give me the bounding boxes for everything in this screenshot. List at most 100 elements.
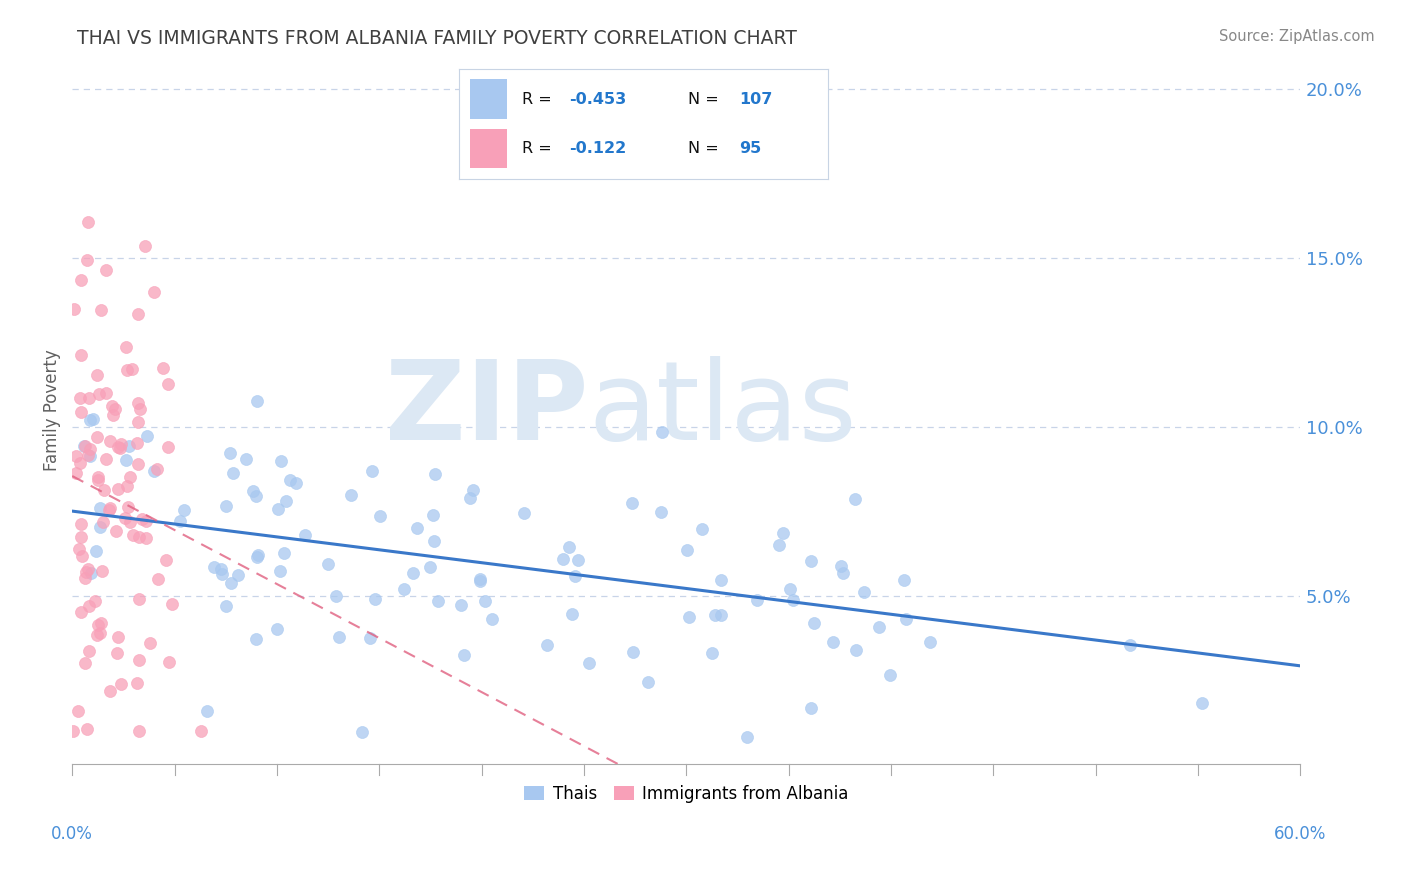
Point (226, 568, 249, 582)
Point (104, 401, 127, 416)
Point (107, 630, 129, 644)
Point (468, 574, 491, 588)
Point (370, 509, 392, 524)
Point (75, 656, 97, 670)
Point (70, 273, 93, 287)
Point (87, 469, 110, 483)
Point (406, 521, 429, 535)
Point (557, 540, 579, 554)
Point (63, 301, 86, 316)
Point (91, 565, 114, 579)
Point (69, 516, 91, 531)
Point (800, 554, 823, 568)
Text: 60.0%: 60.0% (1274, 825, 1326, 843)
Point (73, 439, 96, 453)
Point (779, 582, 801, 596)
Point (768, 538, 790, 552)
Point (121, 528, 143, 542)
Point (246, 393, 269, 408)
Point (125, 435, 148, 450)
Point (1191, 696, 1213, 710)
Point (823, 635, 845, 649)
Point (155, 553, 177, 567)
Point (86, 430, 108, 444)
Point (98, 434, 121, 449)
Point (845, 642, 868, 657)
Point (73, 438, 96, 452)
Point (69, 391, 91, 405)
Point (76, 561, 98, 575)
Point (79, 413, 101, 427)
Point (70, 549, 93, 563)
Point (107, 440, 129, 454)
Point (76, 253, 98, 268)
Point (352, 725, 374, 739)
Point (86, 628, 108, 642)
Point (468, 572, 491, 586)
Point (115, 453, 138, 467)
Point (128, 530, 150, 544)
Point (70, 348, 93, 362)
Point (270, 454, 292, 468)
Point (868, 620, 890, 634)
Point (450, 598, 472, 612)
Point (65, 466, 87, 480)
Point (273, 545, 295, 559)
Point (90, 615, 112, 630)
Point (80, 566, 103, 581)
Point (294, 528, 316, 542)
Point (79, 442, 101, 456)
Point (325, 589, 347, 603)
Point (800, 701, 823, 715)
Point (143, 464, 166, 478)
Point (567, 553, 589, 567)
Point (512, 507, 534, 521)
Point (131, 511, 153, 525)
Point (118, 439, 141, 453)
Point (710, 574, 733, 588)
Point (146, 462, 169, 476)
Point (110, 676, 132, 690)
Point (146, 572, 169, 586)
Point (710, 608, 733, 623)
Point (93, 515, 115, 529)
Point (423, 467, 446, 482)
Point (125, 676, 148, 690)
Point (97, 503, 120, 517)
Point (114, 510, 136, 524)
Point (69, 605, 91, 619)
Point (266, 622, 288, 636)
Point (114, 341, 136, 355)
Point (274, 493, 297, 508)
Point (278, 473, 301, 487)
Point (621, 496, 644, 510)
Point (621, 645, 644, 659)
Point (458, 491, 481, 506)
Point (110, 437, 132, 451)
Point (127, 396, 149, 410)
Point (246, 548, 269, 562)
Point (564, 569, 586, 583)
Point (245, 632, 267, 646)
Point (209, 562, 232, 576)
Point (245, 490, 267, 504)
Point (118, 469, 141, 483)
Text: ZIP: ZIP (385, 356, 588, 463)
Point (219, 575, 242, 590)
Point (204, 559, 226, 574)
Point (156, 376, 179, 391)
Point (89, 519, 111, 533)
Point (195, 704, 218, 718)
Point (211, 567, 233, 582)
Point (101, 400, 124, 414)
Point (536, 639, 558, 653)
Point (94, 262, 117, 277)
Point (127, 457, 149, 471)
Point (218, 446, 240, 460)
Point (463, 483, 485, 498)
Point (893, 573, 915, 587)
Text: atlas: atlas (588, 356, 856, 463)
Point (134, 239, 156, 253)
Point (918, 634, 941, 648)
Point (190, 723, 212, 738)
